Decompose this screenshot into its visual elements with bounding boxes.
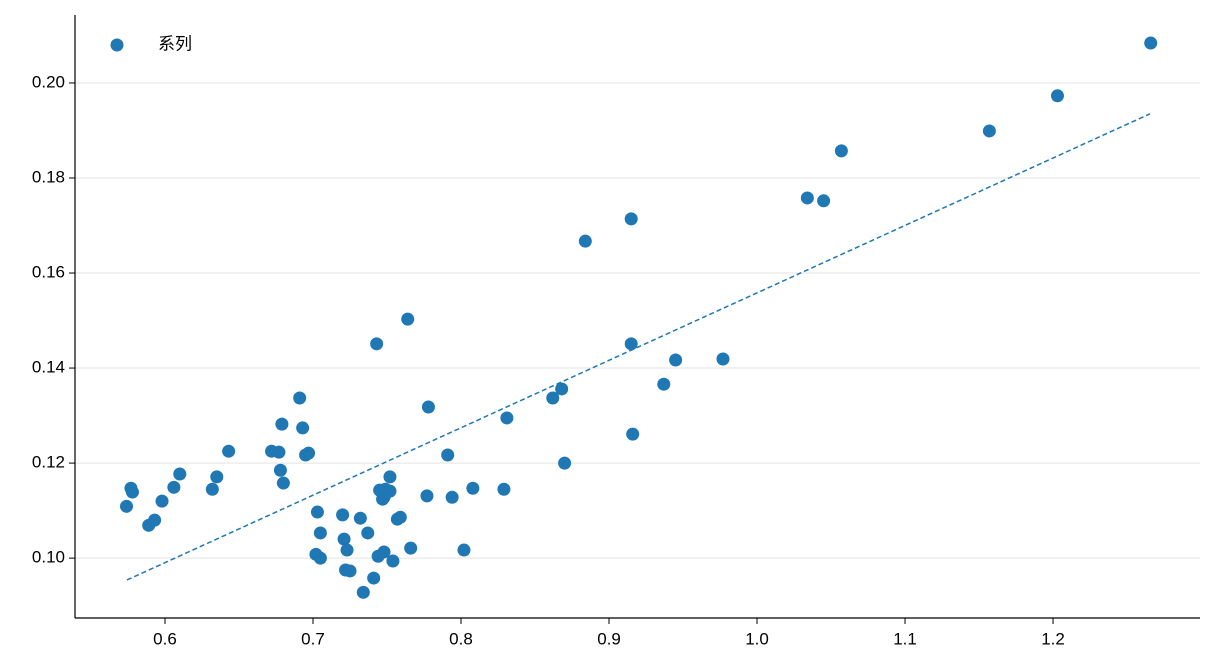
point: [125, 485, 139, 499]
x-tick-label: 0.9: [597, 629, 621, 648]
point: [626, 427, 640, 441]
point: [148, 513, 162, 527]
point: [982, 124, 996, 138]
point: [817, 194, 831, 208]
point: [800, 191, 814, 205]
legend-label: 系列: [158, 34, 192, 53]
trend-line: [126, 113, 1151, 581]
point: [401, 312, 415, 326]
point: [275, 417, 289, 431]
point: [445, 490, 459, 504]
point: [555, 382, 569, 396]
point: [393, 510, 407, 524]
point: [383, 470, 397, 484]
point: [340, 543, 354, 557]
y-tick-label: 0.16: [32, 263, 65, 282]
point: [497, 482, 511, 496]
point: [361, 526, 375, 540]
point: [293, 391, 307, 405]
x-tick-label: 1.2: [1041, 629, 1065, 648]
x-tick-label: 1.1: [893, 629, 917, 648]
point: [120, 499, 134, 513]
point: [155, 494, 169, 508]
point: [657, 377, 671, 391]
point: [336, 508, 350, 522]
point: [1050, 89, 1064, 103]
legend-marker: [110, 38, 124, 52]
point: [624, 337, 638, 351]
point: [210, 470, 224, 484]
point: [383, 484, 397, 498]
x-tick-label: 0.8: [449, 629, 473, 648]
point: [313, 526, 327, 540]
point: [546, 391, 560, 405]
point: [367, 571, 381, 585]
point: [421, 400, 435, 414]
point: [222, 444, 236, 458]
x-tick-label: 0.6: [153, 629, 177, 648]
point: [173, 467, 187, 481]
point: [624, 212, 638, 226]
point: [310, 505, 324, 519]
point: [302, 446, 316, 460]
point: [272, 445, 286, 459]
point: [669, 353, 683, 367]
point: [716, 352, 730, 366]
y-tick-label: 0.20: [32, 72, 65, 91]
point: [500, 411, 514, 425]
y-tick-label: 0.10: [32, 548, 65, 567]
point: [558, 456, 572, 470]
point: [377, 545, 391, 559]
point: [370, 337, 384, 351]
point: [353, 511, 367, 525]
point: [457, 543, 471, 557]
point: [404, 541, 418, 555]
point: [834, 144, 848, 158]
point: [273, 463, 287, 477]
y-tick-label: 0.14: [32, 358, 65, 377]
point: [466, 481, 480, 495]
point: [296, 421, 310, 435]
y-tick-label: 0.12: [32, 453, 65, 472]
point: [205, 482, 219, 496]
point: [167, 480, 181, 494]
point: [420, 489, 434, 503]
point: [337, 532, 351, 546]
point: [343, 564, 357, 578]
point: [313, 551, 327, 565]
point: [356, 585, 370, 599]
x-tick-label: 0.7: [301, 629, 325, 648]
point: [441, 448, 455, 462]
y-tick-label: 0.18: [32, 167, 65, 186]
point: [1144, 36, 1158, 50]
point: [578, 234, 592, 248]
point: [386, 554, 400, 568]
point: [276, 476, 290, 490]
x-tick-label: 1.0: [745, 629, 769, 648]
